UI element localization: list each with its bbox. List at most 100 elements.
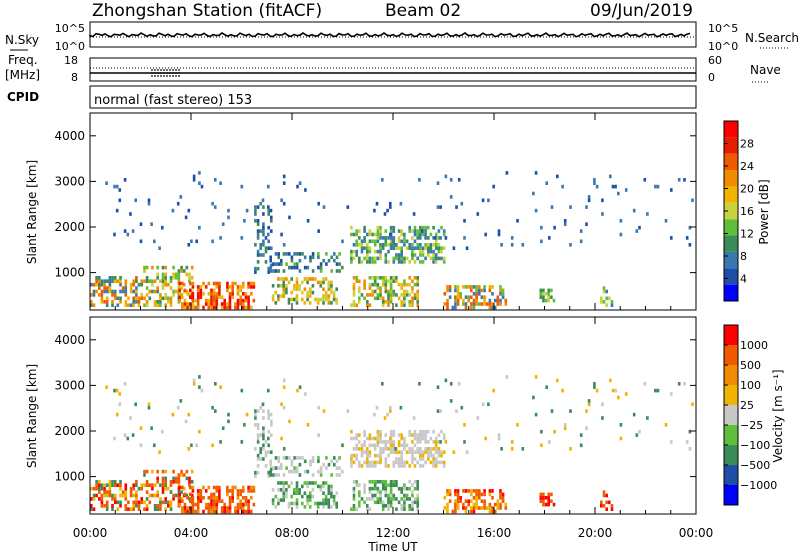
heatmap-cell <box>421 450 425 454</box>
heatmap-cell <box>172 289 175 294</box>
heatmap-cell <box>178 492 181 497</box>
heatmap-cell <box>288 469 291 474</box>
heatmap-cell <box>400 293 403 297</box>
heatmap-cell <box>488 302 492 306</box>
heatmap-cell <box>352 447 356 451</box>
heatmap-cell <box>387 296 390 301</box>
heatmap-cell <box>395 246 398 250</box>
heatmap-cell <box>408 486 411 491</box>
heatmap-cell <box>274 456 278 460</box>
heatmap-cell <box>119 296 122 301</box>
heatmap-cell <box>148 483 152 487</box>
heatmap-cell <box>239 302 242 306</box>
power-heatmap <box>90 171 694 310</box>
heatmap-cell <box>587 399 591 403</box>
heatmap-cell <box>145 279 149 283</box>
heatmap-cell <box>236 292 240 296</box>
heatmap-cell <box>654 388 657 393</box>
heatmap-cell <box>550 409 554 413</box>
heatmap-cell <box>247 302 250 306</box>
heatmap-cell <box>552 502 556 507</box>
heatmap-cell <box>169 490 173 494</box>
heatmap-cell <box>271 501 275 506</box>
heatmap-cell <box>602 289 606 294</box>
heatmap-cell <box>218 499 221 503</box>
heatmap-cell <box>295 294 299 298</box>
heatmap-cell <box>483 288 486 293</box>
heatmap-cell <box>569 205 572 209</box>
heatmap-cell <box>400 486 403 491</box>
heatmap-cell <box>350 429 353 434</box>
heatmap-cell <box>244 295 248 299</box>
heatmap-cell <box>384 260 388 264</box>
heatmap-cell <box>392 260 396 264</box>
heatmap-cell <box>416 256 419 261</box>
heatmap-cell <box>264 236 268 240</box>
heatmap-cell <box>395 497 398 501</box>
heatmap-cell <box>100 282 104 287</box>
heatmap-cell <box>510 236 514 240</box>
heatmap-cell <box>371 289 374 294</box>
heatmap-cell <box>579 229 583 233</box>
heatmap-cell <box>352 243 356 247</box>
heatmap-cell <box>316 505 320 509</box>
heatmap-cell <box>180 473 183 477</box>
heatmap-cell <box>368 239 372 244</box>
heatmap-cell <box>135 296 138 301</box>
heatmap-cell <box>199 496 203 500</box>
heatmap-cell <box>408 504 411 508</box>
heatmap-cell <box>287 297 291 302</box>
heatmap-cell <box>424 236 427 240</box>
heatmap-cell <box>368 480 372 484</box>
heatmap-cell <box>211 201 214 206</box>
heatmap-cell <box>467 489 470 493</box>
heatmap-cell <box>332 494 336 499</box>
heatmap-cell <box>451 509 455 514</box>
heatmap-cell <box>134 198 137 203</box>
heatmap-cell <box>124 507 128 511</box>
heatmap-cell <box>421 260 425 264</box>
heatmap-cell <box>330 494 333 499</box>
heatmap-cell <box>366 507 369 511</box>
heatmap-cell <box>325 262 328 266</box>
heatmap-cell <box>330 280 333 285</box>
heatmap-cell <box>368 433 372 437</box>
heatmap-cell <box>171 412 175 417</box>
heatmap-cell <box>400 433 403 437</box>
heatmap-cell <box>593 382 596 386</box>
heatmap-cell <box>600 300 603 304</box>
heatmap-cell <box>510 243 514 247</box>
heatmap-cell <box>108 279 112 283</box>
heatmap-cell <box>285 277 288 281</box>
heatmap-cell <box>532 395 535 400</box>
heatmap-cell <box>411 453 414 458</box>
heatmap-cell <box>593 178 596 182</box>
heatmap-cell <box>220 509 224 514</box>
heatmap-cell <box>416 493 419 498</box>
heatmap-cell <box>392 480 396 484</box>
heatmap-cell <box>333 252 336 256</box>
heatmap-cell <box>220 302 224 306</box>
heatmap-cell <box>306 494 309 499</box>
heatmap-cell <box>437 256 441 261</box>
heatmap-cell <box>161 469 165 474</box>
heatmap-cell <box>228 302 232 306</box>
heatmap-cell <box>325 456 328 460</box>
heatmap-cell <box>619 436 623 441</box>
heatmap-cell <box>267 266 270 271</box>
heatmap-cell <box>196 496 200 500</box>
heatmap-cell <box>454 302 457 306</box>
heatmap-cell <box>439 205 442 209</box>
heatmap-cell <box>350 436 353 441</box>
heatmap-cell <box>421 225 425 230</box>
heatmap-cell <box>437 246 441 250</box>
x-tick-label: 08:00 <box>275 526 310 540</box>
heatmap-cell <box>282 405 286 410</box>
heatmap-cell <box>231 499 234 503</box>
heatmap-cell <box>467 298 470 303</box>
heatmap-cell <box>288 215 291 220</box>
heatmap-cell <box>317 469 320 474</box>
heatmap-cell <box>118 198 122 203</box>
heatmap-cell <box>306 297 309 302</box>
